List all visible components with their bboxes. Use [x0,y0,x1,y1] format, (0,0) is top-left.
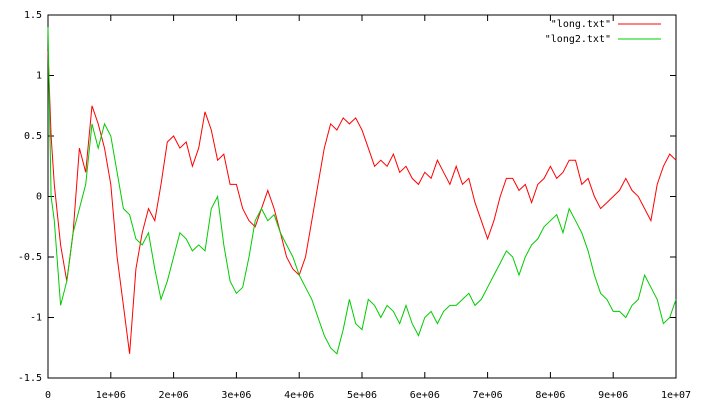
x-tick-label: 2e+06 [159,390,189,401]
y-tick-label: -1.5 [18,373,42,384]
x-tick-label: 5e+06 [347,390,377,401]
x-tick-label: 9e+06 [598,390,628,401]
x-tick-label: 8e+06 [535,390,565,401]
x-tick-label: 6e+06 [410,390,440,401]
y-tick-label: -1 [30,313,42,324]
line-series [47,27,677,355]
y-tick-label: -0.5 [18,252,42,263]
plot-frame [47,14,677,379]
line-series [47,51,677,354]
x-tick-label: 1e+07 [661,390,691,401]
x-tick-label: 3e+06 [221,390,251,401]
y-tick-label: 0.5 [24,131,42,142]
y-tick-label: 0 [36,192,42,203]
legend-label: "long.txt" [551,19,611,30]
legend-label: "long2.txt" [545,34,611,45]
y-tick-label: 1.5 [24,10,42,21]
x-tick-label: 1e+06 [96,390,126,401]
x-tick-label: 0 [45,390,51,401]
x-tick-label: 4e+06 [284,390,314,401]
y-tick-label: 1 [36,71,42,82]
x-tick-label: 7e+06 [473,390,503,401]
